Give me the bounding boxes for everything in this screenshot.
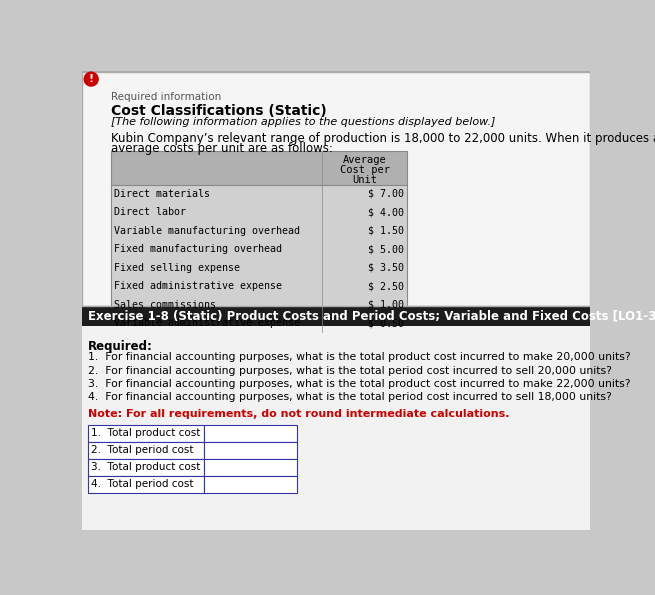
Text: Required:: Required:: [88, 340, 153, 353]
Text: 2.  Total period cost: 2. Total period cost: [91, 445, 194, 455]
Text: Cost per: Cost per: [340, 165, 390, 176]
Text: Note: For all requirements, do not round intermediate calculations.: Note: For all requirements, do not round…: [88, 409, 510, 419]
Text: $ 1.50: $ 1.50: [368, 226, 404, 236]
Bar: [88, 441, 204, 459]
Text: 2.  For financial accounting purposes, what is the total period cost incurred to: 2. For financial accounting purposes, wh…: [88, 365, 612, 375]
Text: Direct materials: Direct materials: [115, 189, 210, 199]
Text: Direct labor: Direct labor: [115, 207, 187, 217]
Text: Unit: Unit: [352, 176, 377, 186]
Text: Fixed manufacturing overhead: Fixed manufacturing overhead: [115, 245, 282, 254]
Bar: [204, 441, 297, 459]
Bar: [204, 459, 297, 475]
Text: $ 2.50: $ 2.50: [368, 281, 404, 291]
Bar: [82, 306, 590, 326]
Text: Average: Average: [343, 155, 386, 165]
Bar: [82, 326, 590, 530]
Text: $ 7.00: $ 7.00: [368, 189, 404, 199]
Bar: [88, 459, 204, 475]
Text: Sales commissions: Sales commissions: [115, 300, 216, 310]
Text: $ 4.00: $ 4.00: [368, 207, 404, 217]
Bar: [111, 258, 407, 277]
Text: Fixed selling expense: Fixed selling expense: [115, 263, 240, 273]
Text: Fixed administrative expense: Fixed administrative expense: [115, 281, 282, 291]
Bar: [111, 314, 407, 333]
Text: Variable administrative expense: Variable administrative expense: [115, 318, 301, 328]
Circle shape: [84, 72, 98, 86]
Bar: [82, 71, 590, 306]
Bar: [111, 203, 407, 221]
Bar: [111, 277, 407, 296]
Text: $ 3.50: $ 3.50: [368, 263, 404, 273]
Text: Kubin Company’s relevant range of production is 18,000 to 22,000 units. When it : Kubin Company’s relevant range of produc…: [111, 132, 655, 145]
Text: 3.  For financial accounting purposes, what is the total product cost incurred t: 3. For financial accounting purposes, wh…: [88, 378, 631, 389]
Bar: [204, 425, 297, 441]
Text: Required information: Required information: [111, 92, 221, 102]
Bar: [111, 296, 407, 314]
Bar: [88, 475, 204, 493]
Bar: [111, 240, 407, 258]
Text: !: !: [88, 74, 94, 84]
Bar: [111, 151, 407, 184]
Bar: [111, 151, 407, 333]
Text: average costs per unit are as follows:: average costs per unit are as follows:: [111, 142, 333, 155]
Text: 1.  Total product cost: 1. Total product cost: [91, 428, 200, 439]
Text: 4.  For financial accounting purposes, what is the total period cost incurred to: 4. For financial accounting purposes, wh…: [88, 392, 612, 402]
Text: 4.  Total period cost: 4. Total period cost: [91, 479, 194, 489]
Bar: [111, 184, 407, 203]
Text: Exercise 1-8 (Static) Product Costs and Period Costs; Variable and Fixed Costs [: Exercise 1-8 (Static) Product Costs and …: [88, 310, 655, 322]
Bar: [204, 475, 297, 493]
Text: [The following information applies to the questions displayed below.]: [The following information applies to th…: [111, 117, 496, 127]
Text: 3.  Total product cost: 3. Total product cost: [91, 462, 200, 472]
Text: Variable manufacturing overhead: Variable manufacturing overhead: [115, 226, 301, 236]
Text: $ 0.50: $ 0.50: [368, 318, 404, 328]
Text: $ 1.00: $ 1.00: [368, 300, 404, 310]
Text: Cost Classifications (Static): Cost Classifications (Static): [111, 104, 327, 118]
Bar: [111, 221, 407, 240]
Bar: [88, 425, 204, 441]
Text: $ 5.00: $ 5.00: [368, 245, 404, 254]
Text: 1.  For financial accounting purposes, what is the total product cost incurred t: 1. For financial accounting purposes, wh…: [88, 352, 631, 362]
